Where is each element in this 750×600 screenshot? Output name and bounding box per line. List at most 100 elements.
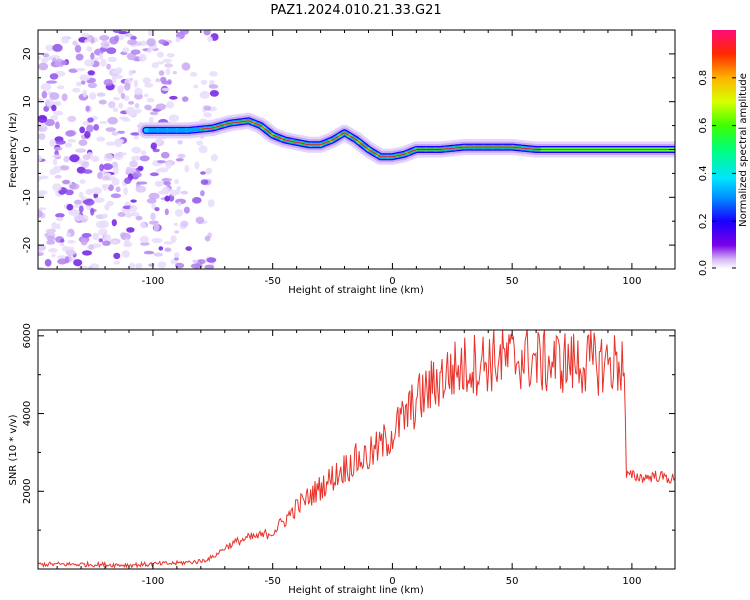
noise-blob — [102, 213, 108, 219]
noise-blob — [173, 252, 180, 258]
noise-blob — [67, 115, 77, 122]
ridge-blob — [195, 126, 206, 133]
noise-blob — [161, 178, 173, 182]
spectrogram-ylabel: Frequency (Hz) — [8, 112, 19, 188]
noise-blob — [103, 234, 112, 243]
noise-blob — [198, 145, 208, 154]
noise-blob — [103, 79, 114, 86]
noise-blob — [78, 139, 88, 146]
noise-blob — [128, 262, 136, 269]
noise-blob — [79, 74, 91, 82]
snr-data — [38, 330, 675, 569]
noise-blob — [118, 152, 127, 156]
noise-blob — [82, 169, 93, 174]
noise-blob — [204, 264, 215, 269]
noise-blob — [99, 163, 104, 172]
noise-blob — [209, 90, 219, 97]
noise-blob — [38, 210, 43, 218]
ridge-blob — [511, 144, 522, 151]
noise-blob — [44, 119, 55, 127]
noise-blob — [69, 154, 80, 163]
ridge-blob — [253, 121, 264, 128]
noise-blob — [74, 199, 83, 205]
noise-blob — [59, 238, 65, 243]
ridge-blob — [358, 142, 369, 149]
noise-blob — [73, 213, 83, 222]
noise-blob — [38, 244, 47, 251]
noise-blob — [138, 53, 147, 62]
noise-blob — [111, 178, 120, 186]
noise-blob — [38, 207, 47, 211]
noise-blob — [78, 191, 84, 199]
noise-blob — [126, 227, 135, 233]
noise-blob — [169, 95, 178, 100]
noise-blob — [173, 222, 179, 227]
noise-blob — [52, 165, 62, 174]
ridge-blob — [215, 122, 225, 130]
spectrogram-ytick-label: 20 — [22, 48, 33, 61]
spectrogram-xtick-label: -100 — [142, 276, 165, 287]
noise-blob — [161, 151, 170, 159]
noise-blob — [124, 177, 132, 184]
noise-blob — [51, 104, 57, 112]
noise-blob — [66, 203, 74, 211]
noise-blob — [189, 72, 198, 77]
noise-blob — [207, 36, 213, 42]
noise-blob — [207, 199, 215, 208]
noise-blob — [130, 132, 141, 136]
noise-blob — [124, 33, 133, 38]
noise-blob — [206, 257, 217, 263]
noise-blob — [183, 206, 190, 214]
noise-blob — [38, 191, 45, 197]
noise-blob — [181, 62, 191, 71]
noise-blob — [143, 250, 155, 255]
noise-blob — [117, 130, 125, 134]
noise-blob — [90, 207, 95, 216]
ridge-blob — [157, 127, 168, 134]
noise-blob — [148, 192, 160, 200]
noise-blob — [190, 263, 202, 269]
noise-blob — [114, 139, 123, 148]
noise-blob — [117, 34, 125, 41]
ridge-blob — [186, 126, 197, 134]
ridge-blob — [531, 146, 542, 153]
snr-ytick-label: 6000 — [22, 323, 33, 348]
noise-blob — [38, 55, 42, 60]
noise-blob — [156, 51, 165, 58]
colorbar-tick-label: 0.0 — [698, 260, 709, 276]
colorbar-tick-label: 0.6 — [698, 118, 709, 134]
noise-blob — [81, 80, 86, 85]
noise-blob — [51, 154, 62, 158]
noise-blob — [120, 232, 131, 241]
noise-blob — [168, 114, 180, 122]
noise-blob — [54, 174, 62, 179]
snr-frame — [37, 329, 676, 570]
noise-blob — [59, 165, 70, 171]
noise-blob — [104, 203, 110, 211]
noise-blob — [38, 114, 48, 123]
noise-blob — [209, 71, 218, 77]
ridge-blob — [425, 146, 436, 153]
spectrogram-ytick-label: 10 — [22, 95, 33, 108]
noise-blob — [82, 120, 91, 126]
noise-blob — [200, 179, 209, 186]
noise-blob — [90, 37, 95, 44]
noise-blob — [113, 166, 119, 175]
noise-blob — [133, 135, 139, 140]
noise-blob — [125, 106, 136, 116]
noise-blob — [57, 258, 68, 265]
ridge-blob — [301, 141, 312, 148]
noise-blob — [102, 163, 113, 171]
colorbar-tick-label: 0.4 — [698, 165, 709, 181]
noise-blob — [151, 62, 159, 69]
ridge-blob — [329, 135, 340, 142]
noise-blob — [75, 53, 84, 61]
noise-blob — [129, 204, 138, 212]
noise-blob — [99, 220, 110, 228]
noise-blob — [82, 199, 91, 204]
noise-blob — [122, 47, 130, 53]
noise-blob — [55, 121, 60, 130]
noise-blob — [155, 78, 161, 83]
noise-blob — [84, 39, 89, 43]
